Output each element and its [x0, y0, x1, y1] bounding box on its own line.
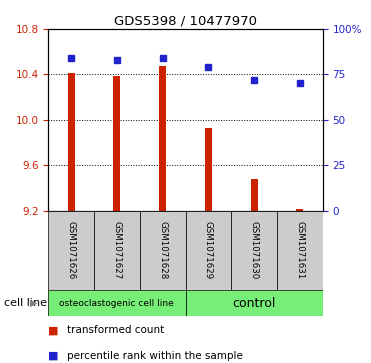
- Bar: [114, 76, 120, 211]
- Bar: [251, 179, 257, 211]
- Bar: [205, 128, 212, 211]
- Text: ▶: ▶: [30, 298, 37, 308]
- Text: osteoclastogenic cell line: osteoclastogenic cell line: [59, 299, 174, 307]
- Bar: [186, 290, 323, 316]
- Bar: [140, 211, 186, 290]
- Bar: [94, 211, 140, 290]
- Bar: [68, 73, 75, 211]
- Bar: [231, 211, 277, 290]
- Bar: [159, 66, 166, 211]
- Text: GSM1071630: GSM1071630: [250, 221, 259, 280]
- Bar: [296, 209, 303, 211]
- Text: ■: ■: [48, 325, 59, 335]
- Bar: [48, 290, 186, 316]
- Text: cell line: cell line: [4, 298, 47, 308]
- Text: GSM1071629: GSM1071629: [204, 221, 213, 280]
- Text: control: control: [233, 297, 276, 310]
- Title: GDS5398 / 10477970: GDS5398 / 10477970: [114, 15, 257, 28]
- Bar: [277, 211, 323, 290]
- Text: percentile rank within the sample: percentile rank within the sample: [67, 351, 243, 361]
- Text: GSM1071631: GSM1071631: [295, 221, 304, 280]
- Text: GSM1071627: GSM1071627: [112, 221, 121, 280]
- Text: GSM1071628: GSM1071628: [158, 221, 167, 280]
- Bar: [48, 211, 94, 290]
- Text: transformed count: transformed count: [67, 325, 164, 335]
- Bar: [186, 211, 231, 290]
- Text: ■: ■: [48, 351, 59, 361]
- Text: GSM1071626: GSM1071626: [67, 221, 76, 280]
